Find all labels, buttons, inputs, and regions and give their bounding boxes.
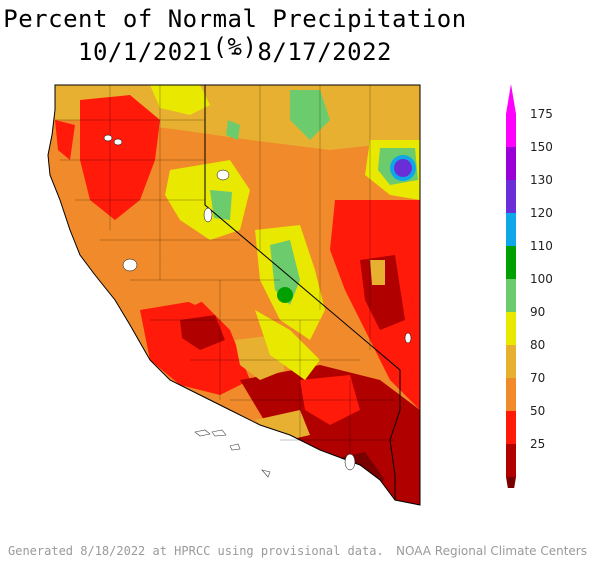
precipitation-map	[47, 84, 421, 506]
legend-bin-70	[506, 378, 516, 411]
legend-label-50: 50	[530, 404, 545, 418]
footer-generated-note: Generated 8/18/2022 at HPRCC using provi…	[8, 544, 384, 558]
channel-islands	[194, 429, 271, 478]
legend-top-arrow	[506, 84, 516, 114]
legend-labels: 175 150 130 120 110 100 90 80 70 50 25	[530, 107, 553, 451]
legend-label-110: 110	[530, 239, 553, 253]
precip-field	[48, 85, 420, 505]
legend-bin-25	[506, 444, 516, 477]
legend-bars	[506, 84, 516, 488]
map-title: Percent of Normal Precipitation (%)	[3, 5, 467, 61]
legend-bin-130	[506, 180, 516, 213]
legend-label-25: 25	[530, 437, 545, 451]
legend-bin-110	[506, 246, 516, 279]
legend-bin-100	[506, 279, 516, 312]
legend-label-120: 120	[530, 206, 553, 220]
legend-bin-80	[506, 345, 516, 378]
legend-label-175: 175	[530, 107, 553, 121]
legend-bottom-arrow	[506, 477, 516, 488]
legend-bin-90	[506, 312, 516, 345]
state-boundaries	[47, 84, 421, 506]
legend-bin-150	[506, 147, 516, 180]
legend-label-80: 80	[530, 338, 545, 352]
county-boundaries	[55, 85, 395, 460]
legend-bin-175	[506, 114, 516, 147]
legend-label-130: 130	[530, 173, 553, 187]
legend-bin-50	[506, 411, 516, 444]
legend-bin-120	[506, 213, 516, 246]
legend-label-90: 90	[530, 305, 545, 319]
legend: 175 150 130 120 110 100 90 80 70 50 25	[506, 84, 553, 488]
legend-label-100: 100	[530, 272, 553, 286]
legend-label-150: 150	[530, 140, 553, 154]
lakes	[103, 134, 412, 471]
footer-source: NOAA Regional Climate Centers	[396, 544, 587, 558]
map-date-range: 10/1/2021 - 8/17/2022	[78, 38, 392, 66]
legend-label-70: 70	[530, 371, 545, 385]
